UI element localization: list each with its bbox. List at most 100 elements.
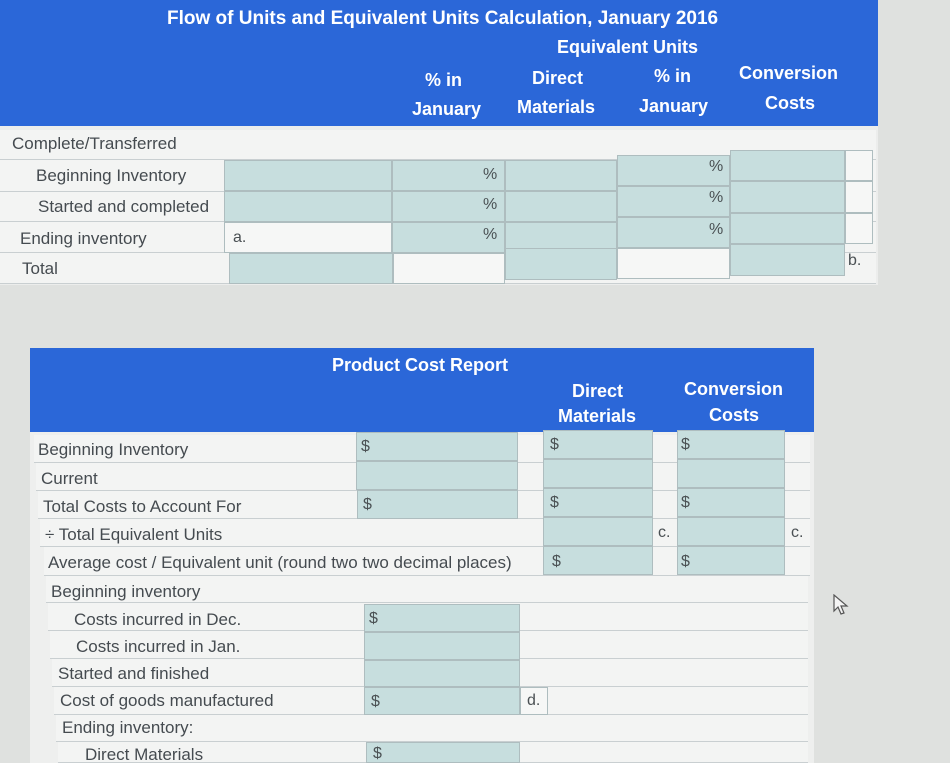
- cr-input-cogm[interactable]: [364, 687, 520, 715]
- cr-dm-input-beginning[interactable]: [543, 430, 653, 459]
- col-direct-materials-line2: Materials: [517, 97, 596, 117]
- cr-label-average-cost: Average cost / Equivalent unit (round tw…: [48, 553, 512, 572]
- cr-dm-input-current[interactable]: [543, 459, 653, 488]
- pct-input-ending-2[interactable]: [617, 217, 730, 248]
- cr-cc-input-total[interactable]: [677, 488, 785, 517]
- row-label-beginning-inventory: Beginning Inventory: [36, 166, 187, 185]
- cr-input-costs-jan[interactable]: [364, 632, 520, 660]
- cr-label-beginning-inventory: Beginning Inventory: [38, 440, 189, 459]
- cr-col-direct-materials-line1: Direct: [572, 381, 624, 401]
- dollar-cc-beginning: $: [681, 436, 690, 453]
- flow-table-title: Flow of Units and Equivalent Units Calcu…: [167, 8, 719, 29]
- cr-label-beginning-inventory-2: Beginning inventory: [51, 582, 201, 601]
- cc-eq-input-total[interactable]: [730, 244, 845, 276]
- pct-input-started-2[interactable]: [617, 186, 730, 217]
- cr-total-input-total[interactable]: [357, 490, 518, 519]
- cr-cc-input-current[interactable]: [677, 459, 785, 488]
- dollar-costs-dec: $: [369, 610, 378, 627]
- col-direct-materials-line1: Direct: [532, 68, 584, 88]
- col-pct-january-2-line2: January: [639, 96, 709, 116]
- col-pct-january-2-line1: % in: [654, 66, 692, 86]
- cost-report-title: Product Cost Report: [332, 355, 509, 375]
- cc-eq-input-started[interactable]: [730, 181, 845, 213]
- units-input-started[interactable]: [224, 191, 392, 222]
- cr-dm-input-total[interactable]: [543, 488, 653, 517]
- cr-dm-input-average[interactable]: [543, 546, 653, 575]
- pct-mark-ending-1: %: [483, 226, 498, 243]
- pct-mark-beginning-2: %: [709, 158, 724, 175]
- units-input-ending[interactable]: [224, 222, 392, 253]
- dm-eq-input-total[interactable]: [505, 248, 617, 280]
- col-conversion-costs-line1: Conversion: [739, 63, 839, 83]
- units-input-beginning[interactable]: [224, 160, 392, 191]
- dollar-cc-average: $: [681, 553, 690, 570]
- pct-mark-beginning-1: %: [483, 166, 498, 183]
- cr-input-started-finished[interactable]: [364, 660, 520, 687]
- pct-input-beginning-2[interactable]: [617, 155, 730, 186]
- flow-table-header: [0, 0, 878, 126]
- dm-eq-input-started[interactable]: [505, 191, 617, 222]
- cc-eq-cell-extra-3: [845, 213, 873, 244]
- cr-input-direct-materials[interactable]: [366, 742, 520, 763]
- mark-b-cc: b.: [848, 252, 862, 269]
- units-input-total[interactable]: [229, 253, 393, 284]
- cr-cc-input-beginning[interactable]: [677, 430, 785, 459]
- mark-c-dm: c.: [658, 524, 671, 541]
- col-pct-january-1-line2: January: [412, 99, 482, 119]
- pct-mark-started-1: %: [483, 196, 498, 213]
- cr-label-current: Current: [41, 469, 98, 488]
- cr-label-direct-materials: Direct Materials: [85, 745, 204, 763]
- cr-label-total-costs: Total Costs to Account For: [43, 497, 242, 516]
- dm-eq-input-beginning[interactable]: [505, 160, 617, 191]
- dollar-direct-materials: $: [373, 745, 382, 762]
- row-label-ending-inventory: Ending inventory: [20, 229, 147, 248]
- equivalent-units-label: Equivalent Units: [557, 37, 699, 57]
- cr-label-costs-jan: Costs incurred in Jan.: [76, 637, 241, 656]
- mark-d: d.: [527, 692, 541, 709]
- cc-eq-input-ending[interactable]: [730, 213, 845, 244]
- cr-cc-input-average[interactable]: [677, 546, 785, 575]
- pct-mark-started-2: %: [709, 189, 724, 206]
- cr-total-input-current[interactable]: [356, 461, 518, 490]
- mark-c-cc: c.: [791, 524, 804, 541]
- dollar-total-total: $: [363, 496, 372, 513]
- pct-input-ending-1[interactable]: [392, 222, 505, 253]
- pct-cell-total-2: [617, 248, 730, 279]
- cr-label-ending-inventory: Ending inventory:: [62, 718, 194, 737]
- pct-input-started-1[interactable]: [392, 191, 505, 222]
- cr-row-ending: [56, 715, 808, 742]
- cc-eq-cell-extra-1: [845, 150, 873, 181]
- mark-a: a.: [233, 229, 247, 246]
- dollar-total-beginning: $: [361, 438, 370, 455]
- cr-dm-input-eq-units[interactable]: [543, 517, 653, 546]
- mouse-pointer-icon: [833, 594, 849, 615]
- dm-eq-input-ending[interactable]: [505, 222, 617, 253]
- dollar-cc-total: $: [681, 494, 690, 511]
- cr-col-conversion-line2: Costs: [709, 405, 760, 425]
- cr-row-beginning-2: [46, 576, 808, 603]
- pct-mark-ending-2: %: [709, 221, 724, 238]
- row-label-complete-transferred: Complete/Transferred: [12, 134, 177, 153]
- dollar-dm-total: $: [550, 494, 559, 511]
- cr-label-cogm: Cost of goods manufactured: [60, 691, 274, 710]
- cc-eq-cell-extra-2: [845, 181, 873, 213]
- cost-report-header: [30, 348, 814, 432]
- cr-label-total-eq-units: ÷ Total Equivalent Units: [45, 525, 223, 544]
- row-label-total: Total: [22, 259, 58, 278]
- cr-col-conversion-line1: Conversion: [684, 379, 784, 399]
- cr-input-costs-dec[interactable]: [364, 604, 520, 632]
- pct-input-beginning-1[interactable]: [392, 160, 505, 191]
- cr-label-started-finished: Started and finished: [58, 664, 210, 683]
- cr-cogm-total-cell: [520, 687, 548, 715]
- cr-cc-input-eq-units[interactable]: [677, 517, 785, 546]
- dollar-cogm: $: [371, 693, 380, 710]
- cc-eq-input-beginning[interactable]: [730, 150, 845, 181]
- dollar-dm-average: $: [552, 553, 561, 570]
- col-pct-january-1-line1: % in: [425, 70, 463, 90]
- dollar-dm-beginning: $: [550, 436, 559, 453]
- cr-total-input-beginning[interactable]: [356, 432, 518, 461]
- pct-cell-total-1: [393, 253, 505, 284]
- row-label-started-completed: Started and completed: [38, 197, 210, 216]
- col-conversion-costs-line2: Costs: [765, 93, 816, 113]
- cr-label-costs-dec: Costs incurred in Dec.: [74, 610, 242, 629]
